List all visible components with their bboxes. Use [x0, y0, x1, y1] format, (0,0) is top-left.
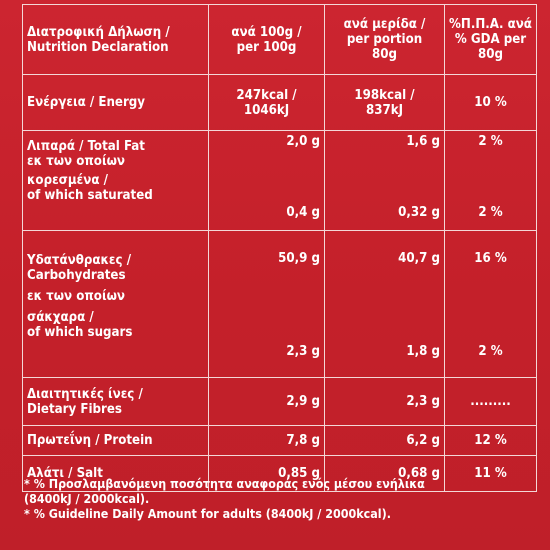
carbs-portion-cell: 40,7 g 1,8 g	[324, 230, 445, 378]
sugars-gda: 2 %	[478, 344, 503, 359]
carbs-portion: 40,7 g	[398, 251, 440, 266]
energy-label: Ενέργεια / Energy	[22, 74, 209, 131]
header-col2-line1: ανά 100g /	[231, 24, 302, 40]
carbs-gda-cell: 16 % 2 %	[444, 230, 537, 378]
sugars-label-line2: σάκχαρα /	[27, 310, 94, 325]
header-col1-line1: Διατροφική Δήλωση /	[27, 24, 170, 40]
header-per-portion: ανά μερίδα / per portion 80g	[324, 4, 445, 75]
sugars-label-line1: εκ των οποίων	[27, 289, 125, 304]
footnote-greek-values: (8400kJ / 2000kcal).	[24, 491, 150, 506]
header-row: Διατροφική Δήλωση / Nutrition Declaratio…	[22, 4, 537, 75]
fibres-label-line2: Dietary Fibres	[27, 401, 122, 417]
carbs-per100-cell: 50,9 g 2,3 g	[208, 230, 325, 378]
saturated-label-line3: of which saturated	[27, 187, 153, 203]
fibres-per100: 2,9 g	[208, 377, 325, 426]
header-col3-line1: ανά μερίδα /	[343, 17, 426, 32]
row-carbohydrates: Υδατάνθρακες / Carbohydrates εκ των οποί…	[22, 230, 537, 378]
energy-per100: 247kcal / 1046kJ	[208, 74, 325, 131]
salt-gda: 11 %	[444, 455, 537, 492]
header-col4-line3: 80g	[477, 47, 503, 62]
salt-portion: 0,68 g	[324, 455, 445, 492]
nutrition-table: Διατροφική Δήλωση / Nutrition Declaratio…	[22, 4, 537, 492]
carbs-gda: 16 %	[474, 251, 507, 266]
row-energy: Ενέργεια / Energy 247kcal / 1046kJ 198kc…	[22, 74, 537, 131]
fibres-label-line1: Διαιτητικές ίνες /	[27, 386, 143, 402]
salt-label: Αλάτι / Salt	[22, 455, 209, 492]
header-col3-line3: 80g	[371, 47, 397, 62]
row-salt: Αλάτι / Salt 0,85 g 0,68 g 11 %	[22, 455, 537, 492]
row-dietary-fibres: Διαιτητικές ίνες / Dietary Fibres 2,9 g …	[22, 377, 537, 426]
header-gda: %Π.Π.Α. ανά / % GDA per 80g	[444, 4, 537, 75]
header-per-100g: ανά 100g / per 100g	[208, 4, 325, 75]
fat-per100-cell: 2,0 g 0,4 g	[208, 130, 325, 231]
row-protein: Πρωτεΐνη / Protein 7,8 g 6,2 g 12 %	[22, 425, 537, 456]
fat-portion: 1,6 g	[406, 134, 440, 149]
fat-gda: 2 %	[478, 134, 503, 149]
protein-portion: 6,2 g	[324, 425, 445, 456]
energy-portion: 198kcal / 837kJ	[324, 74, 445, 131]
header-col1-line2: Nutrition Declaration	[27, 39, 169, 55]
protein-label: Πρωτεΐνη / Protein	[22, 425, 209, 456]
salt-per100: 0,85 g	[208, 455, 325, 492]
protein-gda: 12 %	[444, 425, 537, 456]
energy-per100-kj: 1046kJ	[243, 102, 290, 118]
protein-per100: 7,8 g	[208, 425, 325, 456]
saturated-label-line1: εκ των οποίων	[27, 153, 125, 169]
saturated-per100: 0,4 g	[286, 205, 320, 220]
fat-label-cell: Λιπαρά / Total Fat εκ των οποίων κορεσμέ…	[22, 130, 209, 231]
fat-per100: 2,0 g	[286, 134, 320, 149]
header-col2-line2: per 100g	[236, 39, 297, 55]
saturated-portion: 0,32 g	[398, 205, 440, 220]
saturated-label-line2: κορεσμένα /	[27, 172, 108, 188]
energy-per100-kcal: 247kcal /	[236, 87, 297, 103]
fat-portion-cell: 1,6 g 0,32 g	[324, 130, 445, 231]
energy-portion-kj: 837kJ	[365, 102, 404, 118]
fat-gda-cell: 2 % 2 %	[444, 130, 537, 231]
sugars-portion: 1,8 g	[406, 344, 440, 359]
footnote: * % Προσλαμβανόμενη ποσότητα αναφοράς εν…	[24, 476, 534, 521]
header-col4-line1: %Π.Π.Α. ανά /	[449, 17, 537, 32]
saturated-gda: 2 %	[478, 205, 503, 220]
footnote-english: * % Guideline Daily Amount for adults (8…	[24, 506, 391, 521]
fibres-gda: .........	[444, 377, 537, 426]
fibres-portion: 2,3 g	[324, 377, 445, 426]
energy-portion-kcal: 198kcal /	[354, 87, 415, 103]
header-col3-line2: per portion	[346, 32, 423, 47]
energy-gda: 10 %	[444, 74, 537, 131]
footnote-greek: * % Προσλαμβανόμενη ποσότητα αναφοράς εν…	[24, 476, 425, 491]
carbs-per100: 50,9 g	[278, 251, 320, 266]
fibres-label-cell: Διαιτητικές ίνες / Dietary Fibres	[22, 377, 209, 426]
carbs-label-cell: Υδατάνθρακες / Carbohydrates εκ των οποί…	[22, 230, 209, 378]
header-nutrition-declaration: Διατροφική Δήλωση / Nutrition Declaratio…	[22, 4, 209, 75]
sugars-per100: 2,3 g	[286, 344, 320, 359]
row-fat: Λιπαρά / Total Fat εκ των οποίων κορεσμέ…	[22, 130, 537, 231]
fat-label: Λιπαρά / Total Fat	[27, 138, 145, 154]
sugars-label-line3: of which sugars	[27, 325, 133, 340]
carbs-label-line2: Carbohydrates	[27, 268, 126, 283]
header-col4-line2: % GDA per	[454, 32, 527, 47]
carbs-label-line1: Υδατάνθρακες /	[27, 253, 132, 268]
